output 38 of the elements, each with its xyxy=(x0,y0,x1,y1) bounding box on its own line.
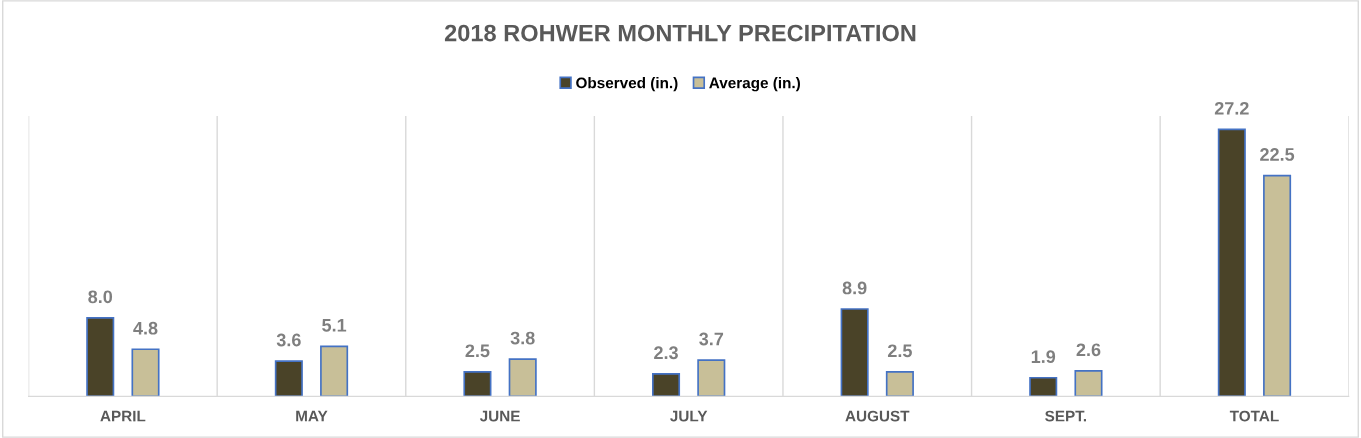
data-label: 22.5 xyxy=(1260,148,1295,161)
data-label: 3.7 xyxy=(699,332,724,346)
bar xyxy=(320,345,349,397)
data-label: 2.5 xyxy=(465,344,490,358)
bar xyxy=(651,372,681,397)
x-tick-label: JULY xyxy=(670,410,708,422)
data-label: 5.1 xyxy=(322,319,347,332)
x-tick-label: AUGUST xyxy=(845,410,910,422)
data-label: 1.9 xyxy=(1031,350,1056,364)
bar xyxy=(1074,370,1103,397)
bar xyxy=(697,359,726,397)
x-tick-label: TOTAL xyxy=(1229,410,1279,422)
data-label: 2.6 xyxy=(1076,343,1101,357)
legend-label: Average (in.) xyxy=(709,77,800,92)
data-label: 3.6 xyxy=(276,333,301,347)
data-label: 3.8 xyxy=(510,331,535,345)
bar xyxy=(86,317,115,397)
bar xyxy=(508,358,537,397)
data-label: 4.8 xyxy=(133,321,158,335)
legend-label: Observed (in.) xyxy=(576,77,678,92)
bar xyxy=(885,371,914,397)
x-tick-label: SEPT. xyxy=(1045,410,1087,422)
data-label: 8.9 xyxy=(842,281,867,295)
x-tick-label: MAY xyxy=(296,410,328,422)
bar xyxy=(1217,128,1246,397)
bar xyxy=(274,360,303,397)
bar xyxy=(1029,376,1058,397)
bar xyxy=(1263,174,1292,397)
x-tick-label: APRIL xyxy=(100,410,146,422)
bar xyxy=(131,348,160,397)
data-label: 8.0 xyxy=(88,290,113,304)
x-tick-label: JUNE xyxy=(479,410,520,422)
data-label: 2.5 xyxy=(887,344,912,358)
data-label: 2.3 xyxy=(654,346,678,360)
chart-title: 2018 ROHWER MONTHLY PRECIPITATION xyxy=(444,24,916,42)
bar xyxy=(463,371,492,397)
data-label: 27.2 xyxy=(1214,101,1249,115)
bar xyxy=(840,308,869,397)
